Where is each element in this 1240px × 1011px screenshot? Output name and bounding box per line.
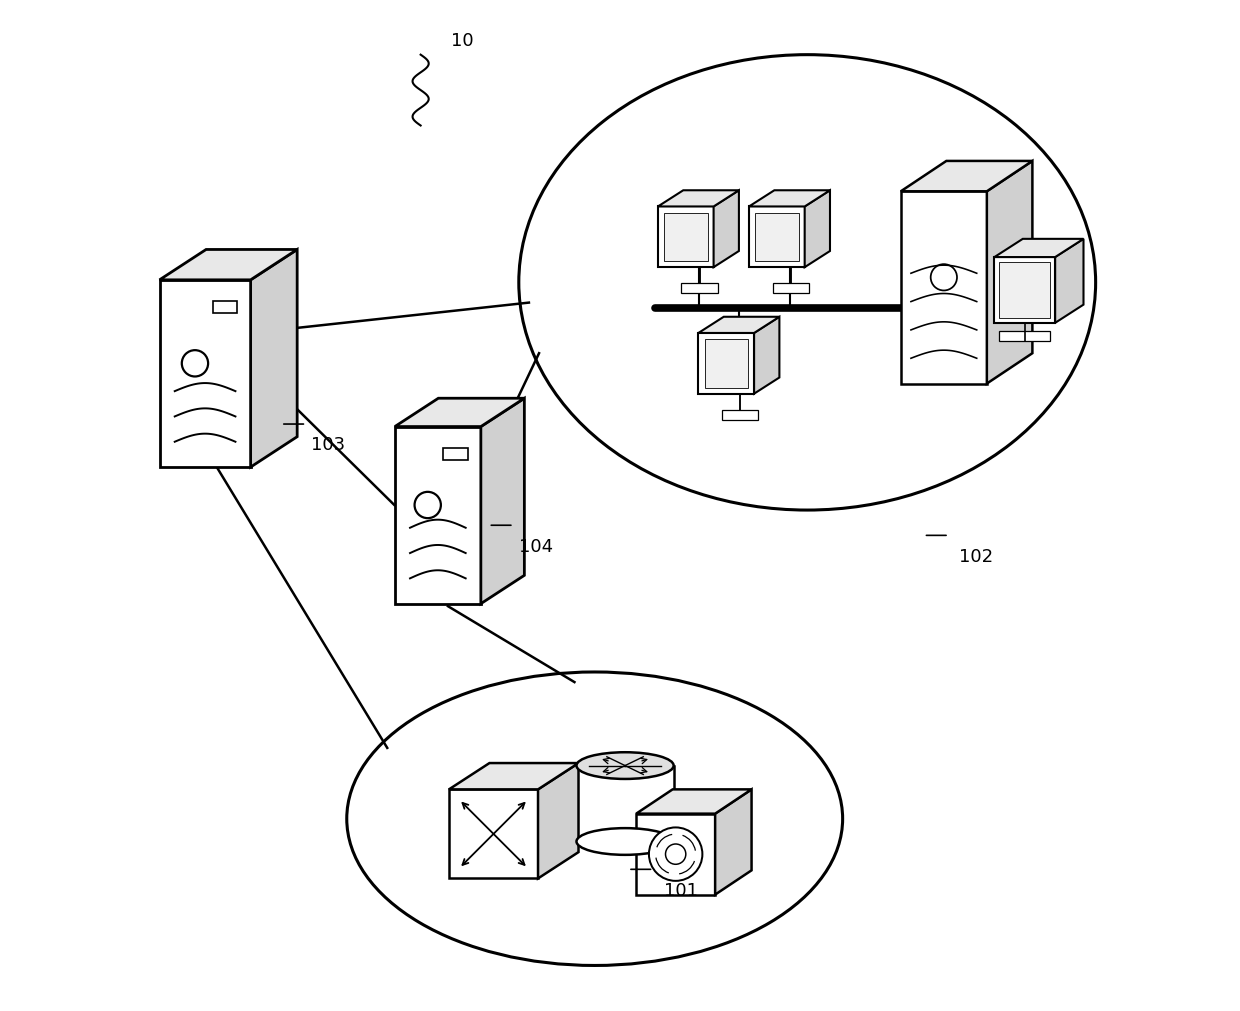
Circle shape	[649, 828, 702, 881]
Polygon shape	[636, 814, 715, 895]
Text: 103: 103	[311, 436, 346, 454]
Polygon shape	[449, 763, 579, 790]
Bar	[755, 213, 799, 262]
Polygon shape	[394, 428, 481, 605]
Text: 10: 10	[451, 31, 474, 50]
Bar	[773, 284, 808, 294]
Polygon shape	[805, 191, 830, 268]
Ellipse shape	[577, 828, 673, 855]
Polygon shape	[658, 207, 713, 268]
Polygon shape	[1055, 240, 1084, 324]
Ellipse shape	[518, 56, 1096, 511]
Circle shape	[414, 492, 441, 519]
Polygon shape	[577, 766, 673, 841]
Polygon shape	[160, 281, 250, 468]
Text: 101: 101	[663, 881, 698, 899]
Polygon shape	[698, 317, 780, 334]
Polygon shape	[900, 162, 1033, 192]
Polygon shape	[636, 790, 751, 814]
Polygon shape	[538, 763, 579, 879]
Polygon shape	[987, 162, 1033, 384]
Polygon shape	[250, 251, 298, 468]
Polygon shape	[749, 191, 830, 207]
Polygon shape	[994, 240, 1084, 258]
Polygon shape	[713, 191, 739, 268]
Polygon shape	[658, 191, 739, 207]
Bar	[999, 332, 1050, 342]
Circle shape	[182, 351, 208, 377]
Bar	[444, 449, 467, 461]
Polygon shape	[160, 251, 298, 281]
Polygon shape	[994, 258, 1055, 324]
Polygon shape	[754, 317, 780, 394]
Polygon shape	[394, 399, 525, 428]
Bar	[665, 213, 708, 262]
Ellipse shape	[577, 752, 673, 779]
Text: 102: 102	[959, 547, 993, 565]
Bar	[999, 263, 1050, 318]
Text: 104: 104	[518, 537, 553, 555]
Polygon shape	[449, 790, 538, 879]
Polygon shape	[900, 192, 987, 384]
Polygon shape	[715, 790, 751, 895]
Circle shape	[666, 844, 686, 864]
Bar	[682, 284, 718, 294]
Bar	[722, 410, 759, 421]
Polygon shape	[749, 207, 805, 268]
Bar	[213, 301, 238, 313]
Polygon shape	[481, 399, 525, 605]
Circle shape	[931, 265, 957, 291]
Bar	[704, 340, 748, 388]
Ellipse shape	[347, 672, 843, 966]
Polygon shape	[698, 334, 754, 394]
